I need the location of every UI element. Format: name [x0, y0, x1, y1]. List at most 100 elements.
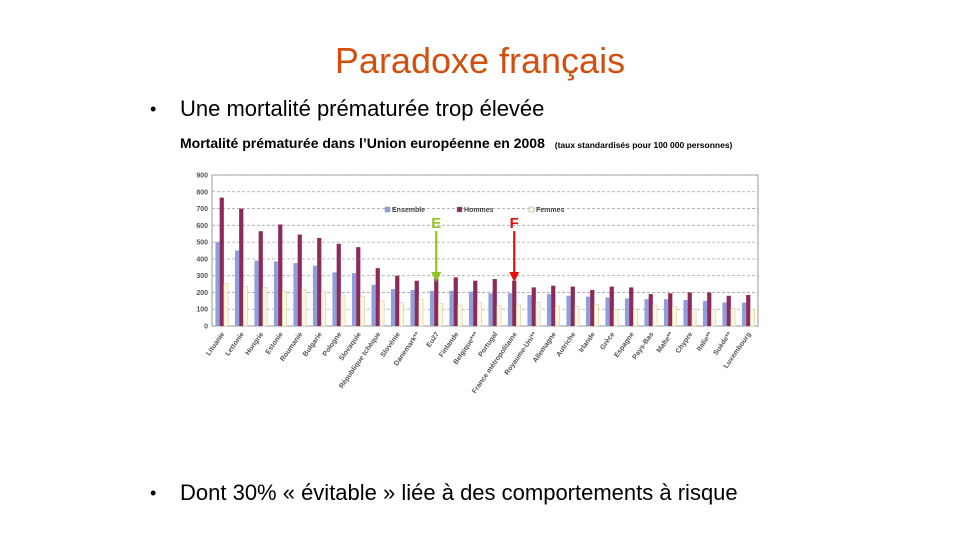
bar-ensemble-17 [546, 294, 552, 326]
x-tick-label: Eu27 [426, 331, 441, 349]
legend-swatch-femmes [528, 206, 535, 213]
bar-hommes-9 [395, 275, 400, 326]
bar-ensemble-19 [585, 296, 591, 326]
bar-femmes-27 [750, 308, 755, 327]
bar-femmes-12 [457, 304, 463, 327]
bar-hommes-18 [570, 286, 575, 326]
y-tick-label: 800 [196, 189, 208, 196]
bar-hommes-20 [609, 286, 614, 326]
legend-label-femmes: Femmes [536, 207, 565, 214]
chart-title-text: Mortalité prématurée dans l’Union europé… [180, 135, 545, 151]
bar-femmes-20 [613, 308, 619, 327]
annotation-label-e: E [431, 215, 441, 232]
bullet-2-text: Dont 30% « évitable » liée à des comport… [180, 480, 738, 505]
bar-hommes-19 [590, 289, 595, 326]
bar-ensemble-8 [371, 284, 376, 326]
bar-ensemble-20 [605, 297, 610, 326]
chart-title: Mortalité prématurée dans l’Union europé… [180, 135, 732, 151]
bar-ensemble-24 [683, 299, 688, 326]
bar-femmes-5 [321, 291, 326, 327]
bullet-1: • Une mortalité prématurée trop élevée [150, 96, 544, 122]
annotation-arrow-head [509, 272, 520, 282]
bar-hommes-3 [278, 224, 283, 326]
bar-femmes-2 [262, 287, 268, 327]
bar-femmes-14 [496, 305, 502, 327]
bar-ensemble-25 [702, 300, 708, 326]
y-tick-label: 700 [196, 206, 208, 213]
bar-ensemble-4 [293, 263, 298, 326]
x-tick-label: Italie** [696, 331, 714, 353]
legend-swatch-ensemble [384, 206, 391, 213]
x-tick-label: Suède** [712, 331, 733, 357]
bar-femmes-23 [672, 306, 677, 327]
bar-ensemble-10 [410, 289, 415, 326]
y-tick-label: 500 [196, 240, 208, 247]
bar-femmes-25 [711, 308, 716, 327]
bar-femmes-9 [399, 302, 404, 327]
bar-femmes-0 [223, 282, 229, 327]
bar-femmes-7 [360, 296, 365, 327]
x-tick-label: Autriche [555, 331, 577, 358]
legend-swatch-hommes [456, 206, 463, 213]
annotation-label-f: F [510, 215, 519, 232]
bar-ensemble-5 [312, 265, 318, 326]
bar-ensemble-2 [254, 260, 259, 326]
bar-femmes-21 [633, 308, 638, 327]
bar-hommes-0 [219, 197, 224, 326]
bar-femmes-3 [282, 291, 287, 327]
bar-femmes-11 [438, 303, 443, 327]
bar-femmes-18 [574, 306, 580, 327]
x-tick-label: Lituanie [205, 331, 226, 357]
bar-hommes-5 [317, 237, 322, 326]
bar-hommes-2 [258, 231, 263, 326]
bar-hommes-17 [551, 285, 556, 326]
bar-femmes-13 [477, 302, 482, 327]
legend-label-hommes: Hommes [464, 207, 494, 214]
bar-ensemble-13 [468, 291, 474, 326]
bar-femmes-10 [418, 298, 424, 327]
bar-hommes-16 [531, 287, 536, 326]
y-tick-label: 200 [196, 290, 208, 297]
bar-hommes-14 [492, 279, 497, 326]
bar-hommes-1 [239, 208, 244, 326]
x-tick-label: Chypre [675, 331, 695, 355]
bar-ensemble-11 [429, 290, 435, 326]
bullet-symbol: • [150, 98, 157, 119]
bullet-1-text: Une mortalité prématurée trop élevée [180, 96, 545, 121]
bar-hommes-4 [297, 234, 302, 326]
bar-ensemble-9 [390, 289, 396, 326]
bar-hommes-15 [512, 280, 517, 326]
bar-hommes-10 [414, 280, 419, 326]
bar-femmes-8 [379, 300, 385, 327]
bar-ensemble-14 [488, 293, 493, 326]
y-tick-label: 300 [196, 273, 208, 280]
bar-hommes-12 [453, 277, 458, 326]
bar-femmes-22 [652, 304, 658, 327]
bar-hommes-11 [434, 278, 439, 326]
bar-ensemble-16 [527, 294, 532, 326]
bar-hommes-27 [746, 294, 751, 326]
bar-ensemble-21 [624, 298, 630, 326]
bar-femmes-17 [555, 305, 560, 327]
bar-ensemble-22 [644, 299, 649, 326]
bar-ensemble-7 [351, 273, 357, 326]
bar-femmes-1 [243, 286, 248, 327]
bar-ensemble-18 [566, 295, 571, 326]
mortality-bar-chart: 0 100 200 300 400 500 600 700 800 900 LituanieLett… [196, 173, 759, 395]
bar-ensemble-15 [507, 293, 513, 326]
y-tick-label: 400 [196, 256, 208, 263]
bar-hommes-8 [375, 268, 380, 326]
bar-ensemble-3 [273, 261, 279, 326]
legend-label-ensemble: Ensemble [392, 207, 425, 214]
annotation-arrow-head [431, 272, 442, 282]
bar-ensemble-12 [449, 290, 454, 326]
bar-ensemble-1 [234, 250, 240, 326]
y-tick-label: 0 [204, 324, 208, 331]
bar-ensemble-6 [332, 272, 337, 326]
bar-ensemble-27 [741, 302, 747, 326]
bar-femmes-16 [535, 302, 541, 327]
x-tick-label: Lettonie [225, 331, 246, 357]
bar-ensemble-23 [663, 299, 669, 326]
y-tick-label: 100 [196, 307, 208, 314]
bar-hommes-7 [356, 247, 361, 326]
